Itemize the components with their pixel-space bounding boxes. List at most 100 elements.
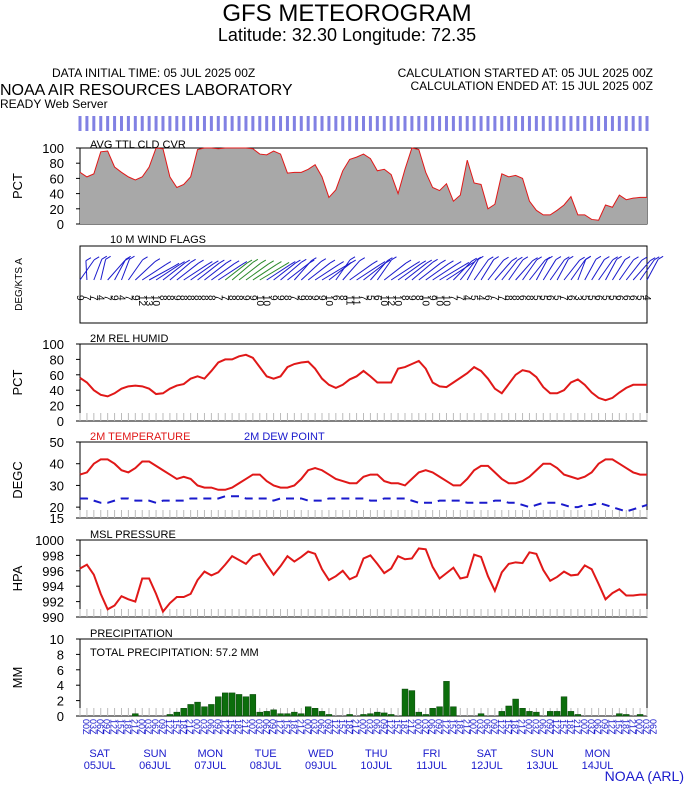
ylabel-4: DEGC [10,461,25,499]
wind-speed-label: 11 [344,295,355,306]
wind-barb [225,259,232,264]
wind-speed-label: 7 [102,295,113,301]
wind-speed-label: 4 [641,295,652,301]
panel-title-temp: 2M TEMPERATURE [90,431,190,443]
wind-speed-label: 10 [150,295,161,307]
hour-label: 06Z [427,719,437,735]
wind-flag [376,259,392,281]
hour-label: 18Z [178,719,188,735]
hour-label: 18Z [510,719,520,735]
temperature-line [79,458,647,491]
wind-speed-label: 6 [620,295,631,301]
level-label-mark [230,116,234,131]
hour-label: 18Z [288,719,298,735]
wind-flag [169,261,191,281]
wind-flag [141,264,167,281]
wind-flag [473,259,489,281]
wind-flag [93,259,103,281]
wind-speed-label: 8 [337,295,348,301]
wind-speed-label: 8 [205,295,216,301]
day-date: 13JUL [526,760,558,772]
wind-speed-label: 7 [81,295,92,301]
wind-speed-label: 8 [164,295,175,301]
wind-flag [162,262,186,281]
level-label-mark [375,116,379,131]
hour-label: 03Z [586,719,596,735]
ytick-label: 50 [50,435,64,450]
hour-label: 12Z [164,719,174,735]
wind-speed-label: 5 [579,295,590,301]
wind-flag [231,261,254,281]
ytick-label: 8 [57,647,64,662]
precip-bar [228,692,236,717]
wind-barb [198,259,204,264]
wind-speed-label: 5 [600,295,611,301]
wind-speed-label: 9 [240,295,251,301]
hour-label: 03Z [641,719,651,735]
panel-frame-3 [79,343,648,422]
level-label-mark [285,116,289,131]
wind-barb [379,261,386,266]
wind-speed-label: 11 [351,295,362,306]
level-label-mark [617,116,621,131]
precip-bar [443,681,450,717]
hour-label: 09Z [212,719,222,735]
wind-flag [501,259,518,281]
precip-bar [636,714,644,717]
wind-barb [604,256,610,260]
wind-flag [612,259,626,281]
wind-barb [595,255,602,260]
day-date: 07JUL [194,760,226,772]
level-label-mark [119,116,123,131]
ytick-label: 20 [50,399,64,414]
precip-bar [422,714,429,717]
precip-bar [222,692,229,717]
wind-flag [148,265,175,281]
wind-speed-label: 6 [517,295,528,301]
level-label-mark [265,116,269,131]
wind-barb [511,257,518,262]
precip-bar [567,711,575,717]
wind-barb [579,256,585,261]
wind-speed-label: 8 [510,295,521,301]
wind-speed-label: 10 [323,295,334,307]
wind-flag [646,259,659,281]
precip-bar [166,714,174,717]
wind-barb [420,260,427,265]
wind-speed-label: 7 [219,295,230,301]
wind-barb [612,256,619,261]
level-label-mark [521,116,525,131]
level-label-mark [161,116,165,131]
level-label-mark [410,116,414,131]
hour-label: 12Z [607,719,617,735]
level-label-mark [645,116,649,131]
level-label-mark [541,116,545,131]
wind-barb [295,259,301,264]
hour-label: 15Z [613,719,623,735]
wind-speed-label: 4 [95,295,106,301]
hour-label: 06Z [316,719,326,735]
wind-speed-label: 9 [74,295,85,301]
noaa-credit: NOAA (ARL) [604,768,684,784]
wind-speed-label: 9 [295,295,306,301]
wind-speed-label: 9 [247,295,258,301]
wind-barb [179,261,185,266]
hour-label: 06Z [205,719,215,735]
wind-speed-label: 8 [226,295,237,301]
hour-label: 03Z [365,719,375,735]
precip-bar [623,714,630,717]
level-label-mark [196,116,200,131]
ytick-label: 6 [57,663,64,678]
precip-bar [429,708,436,717]
wind-barb [154,258,161,263]
wind-flag [307,262,331,281]
wind-barb [478,255,484,260]
tick-marks-4 [79,510,648,518]
precip-bar [187,704,194,717]
wind-speed-label: 5 [364,295,375,301]
hour-label: 00Z [136,719,146,735]
wind-barb [125,255,131,260]
wind-barb [338,261,344,266]
wind-flag [529,259,546,281]
hour-label: 00Z [579,719,589,735]
